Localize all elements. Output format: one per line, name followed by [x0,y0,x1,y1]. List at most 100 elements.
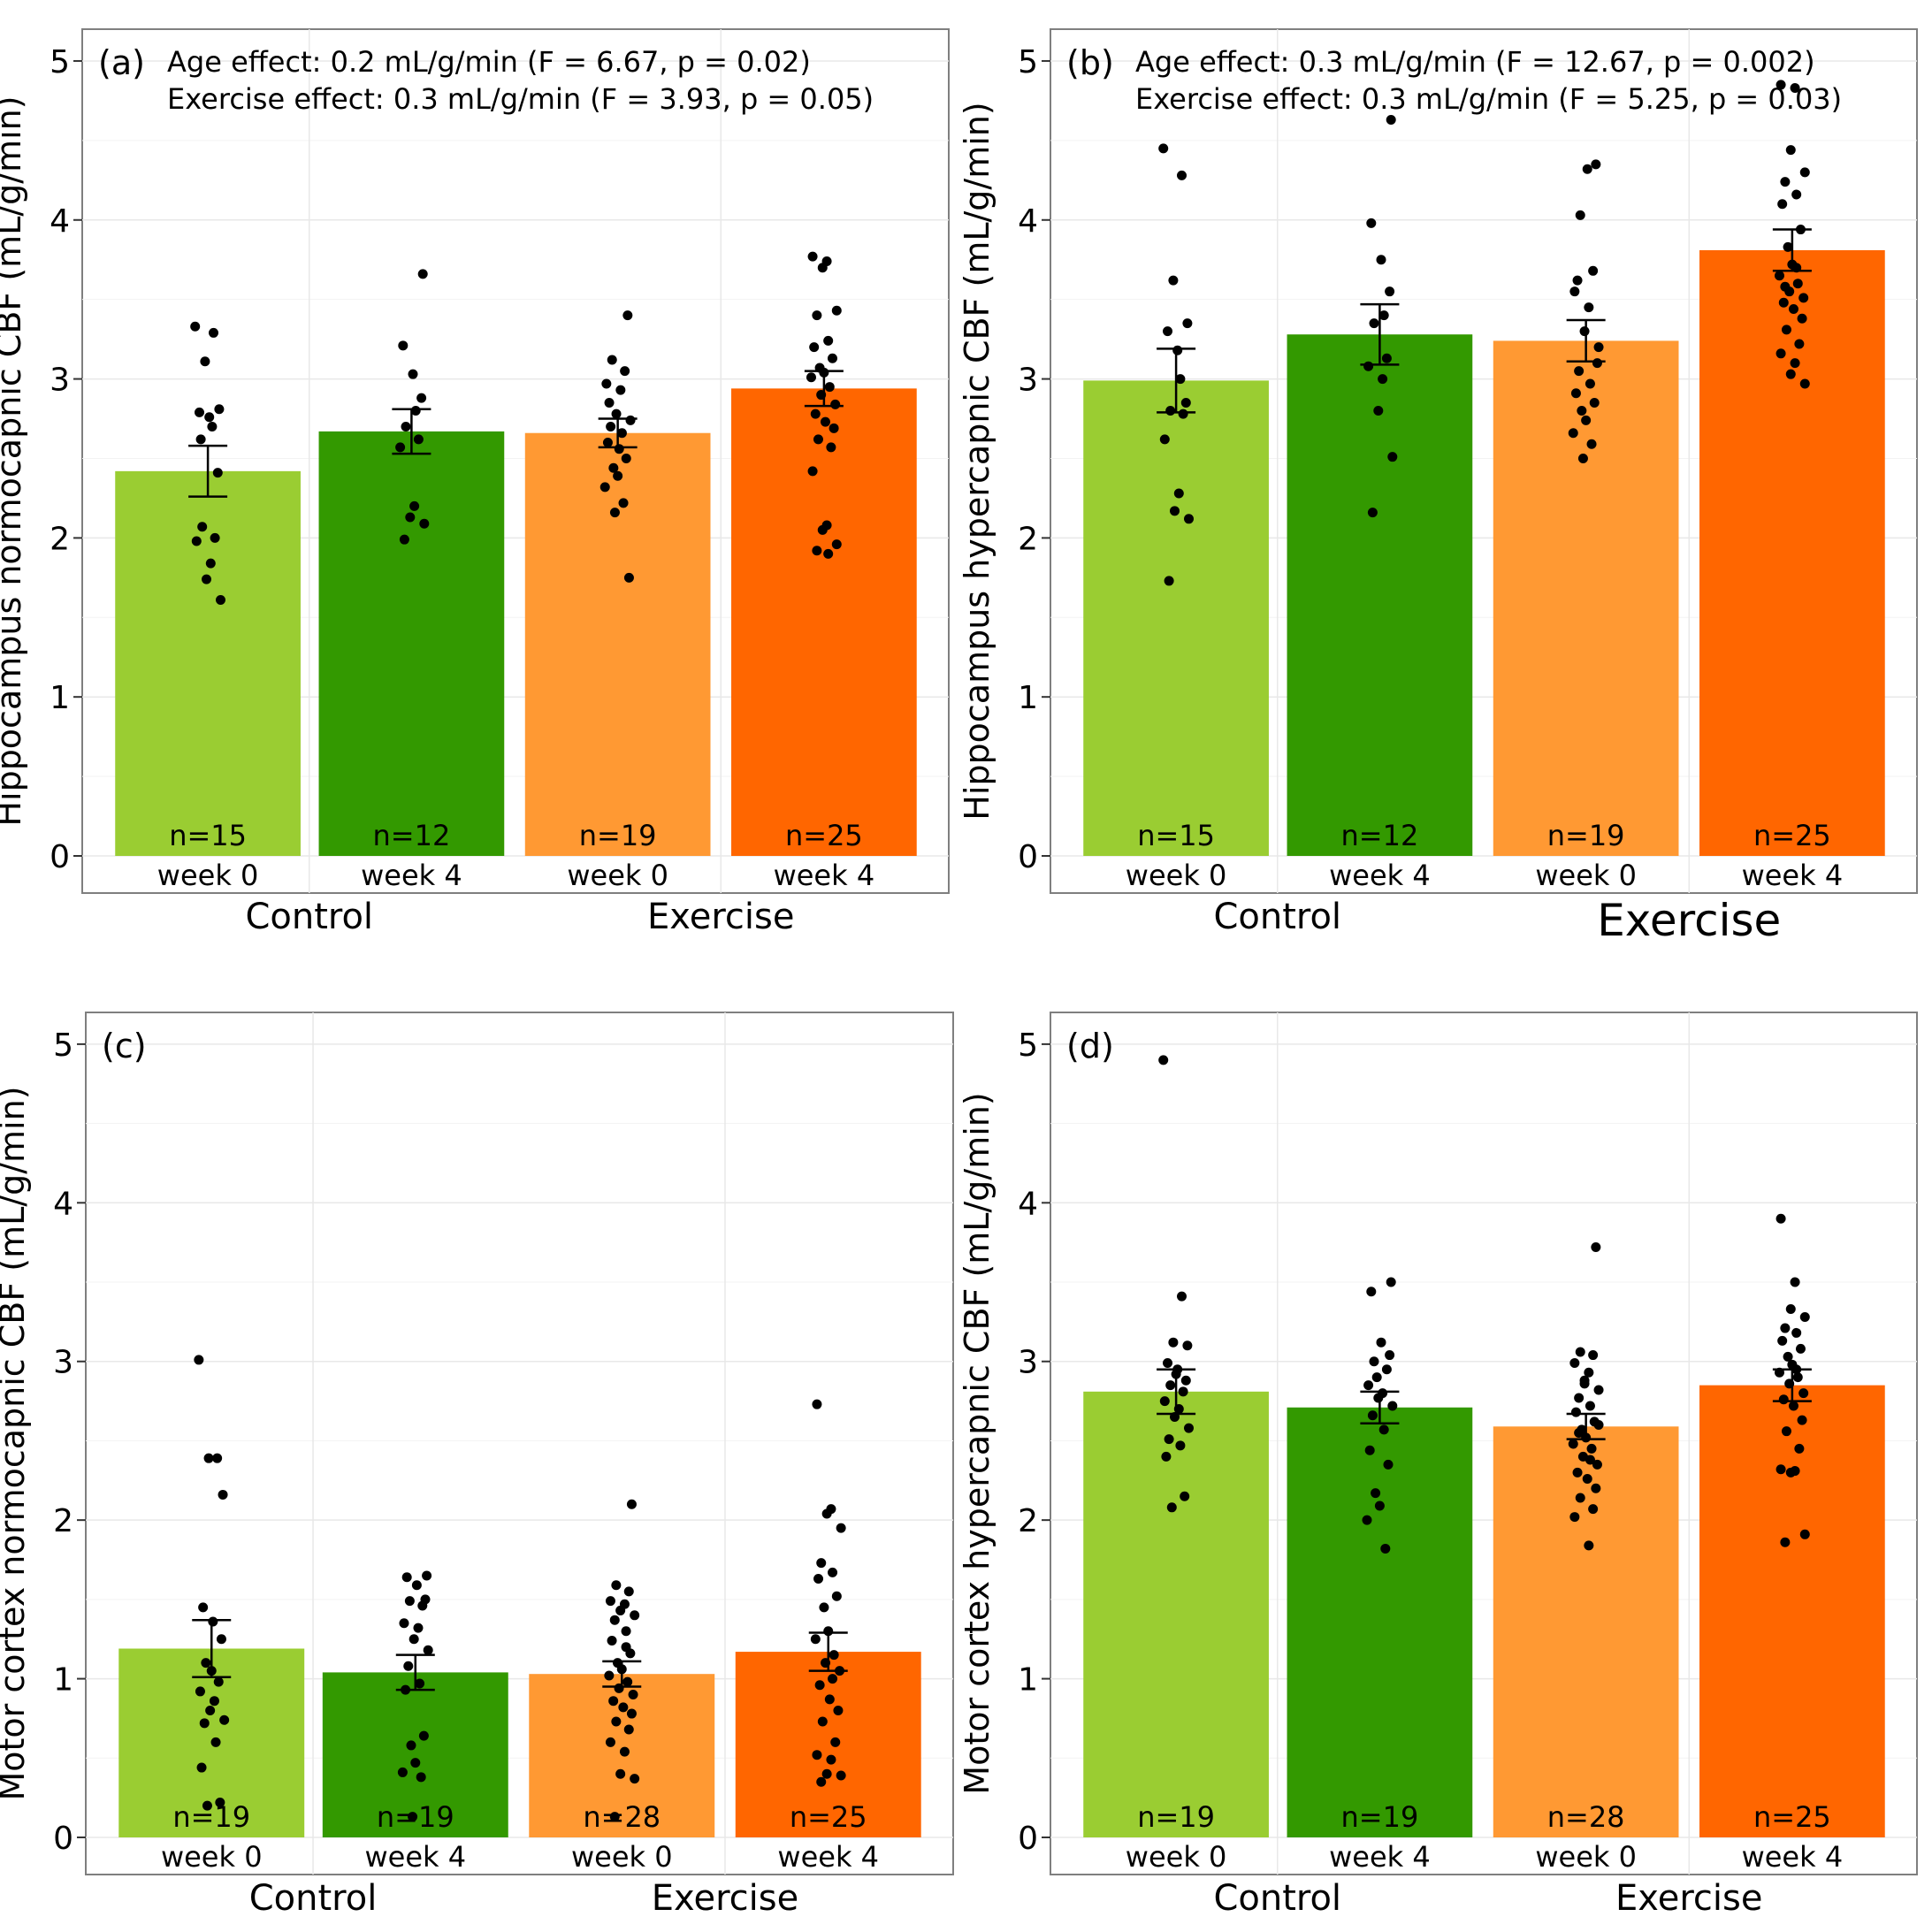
data-point [819,1602,829,1613]
group-label: Control [249,1878,378,1919]
n-label: n=15 [169,819,247,852]
data-point [215,1798,225,1808]
x-tick-label: week 0 [157,859,259,892]
data-point [831,1591,842,1601]
data-point [1371,1488,1381,1499]
y-tick-label: 1 [53,1662,73,1699]
data-point [418,1730,429,1741]
data-point [810,1634,821,1645]
data-point [1184,514,1194,524]
n-label: n=12 [1340,819,1418,852]
data-point [195,407,204,417]
data-point [416,393,427,403]
data-point [622,1676,633,1687]
data-point [398,340,409,351]
data-point [829,423,839,433]
data-point [1173,1404,1184,1415]
y-tick-label: 5 [50,44,70,80]
data-point [1569,1358,1580,1369]
data-point [604,1670,615,1681]
data-point [823,548,834,559]
data-point [190,321,201,332]
n-label: n=15 [1137,819,1215,852]
data-point [630,1774,640,1784]
data-point [1164,576,1174,586]
data-point [1780,1323,1791,1333]
data-point [191,536,202,546]
data-point [606,422,616,432]
data-point [1180,1491,1190,1501]
data-point [399,1618,409,1629]
data-point [1775,1213,1786,1224]
data-point [826,442,836,453]
data-point [204,412,215,423]
data-point [1780,1537,1791,1547]
panel-tag: (d) [1066,1027,1114,1065]
group-label: Exercise [647,897,794,937]
data-point [1363,361,1374,371]
data-point [1584,302,1594,313]
data-point [1783,1351,1793,1362]
data-point [611,1580,622,1591]
data-point [205,1705,216,1715]
effect-annotation: Exercise effect: 0.3 mL/g/min (F = 5.25,… [1135,82,1842,116]
n-label: n=19 [377,1800,454,1834]
data-point [1363,1380,1374,1391]
data-point [403,1661,414,1671]
data-point [611,1716,622,1727]
data-point [1386,114,1396,125]
y-axis-label: Motor cortex normocapnic CBF (mL/g/min) [0,1086,32,1800]
data-point [1385,286,1395,297]
data-point [623,572,634,583]
data-point [1380,1543,1391,1554]
data-point [1568,1439,1578,1449]
data-point [1572,275,1583,286]
data-point [1777,1335,1788,1346]
data-point [812,310,822,321]
data-point [814,1680,825,1691]
data-point [836,1770,846,1781]
data-point [605,1737,615,1747]
data-point [1376,255,1386,265]
x-tick-label: week 4 [1742,1840,1844,1874]
data-point [609,508,620,518]
data-point [1791,1327,1802,1338]
x-tick-label: week 0 [161,1840,263,1874]
data-point [1791,1364,1802,1375]
data-point [1369,318,1379,329]
data-point [830,1737,841,1747]
bar-control-week0 [115,470,301,856]
y-tick-label: 2 [1018,521,1038,557]
data-point [1797,1415,1807,1425]
data-point [621,1626,631,1637]
data-point [623,1724,634,1735]
data-point [816,1558,827,1569]
data-point [413,434,424,445]
data-point [1386,1277,1396,1287]
data-point [1785,1467,1796,1478]
x-tick-label: week 0 [571,1840,673,1874]
effect-annotation: Age effect: 0.2 mL/g/min (F = 6.67, p = … [167,45,811,79]
data-point [415,1678,425,1689]
data-point [206,1666,217,1676]
n-label: n=28 [583,1800,661,1834]
data-point [1367,508,1378,518]
data-point [823,335,834,346]
data-point [1366,1287,1377,1297]
data-point [1575,210,1585,220]
data-point [830,399,841,409]
data-point [614,444,624,454]
y-tick-label: 3 [50,363,70,399]
data-point [1799,1529,1810,1539]
data-point [821,1508,832,1519]
y-tick-label: 3 [1018,363,1038,399]
data-point [1585,1455,1595,1465]
data-point [1168,275,1179,286]
data-point [1593,1420,1604,1430]
data-point [630,1610,640,1621]
bar-exercise-week4 [1699,249,1885,856]
data-point [1588,1504,1599,1515]
data-point [1775,80,1786,90]
n-label: n=19 [172,1800,250,1834]
data-point [813,1574,824,1585]
